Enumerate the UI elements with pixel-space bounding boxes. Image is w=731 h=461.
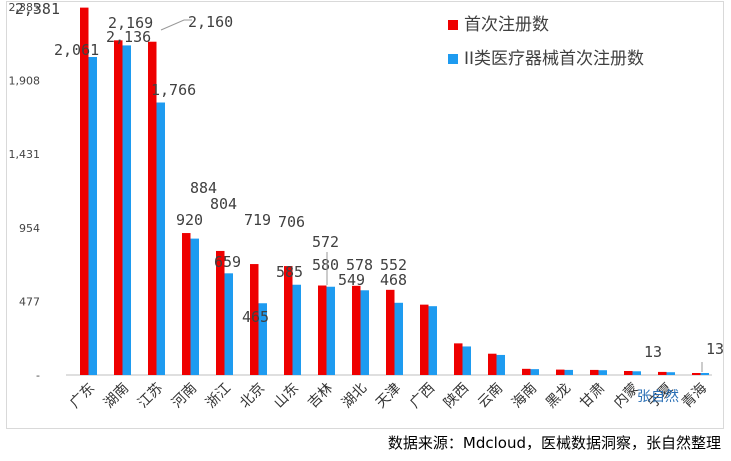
data-label: 2,136 xyxy=(106,28,151,46)
category-label: 广西 xyxy=(407,380,438,411)
category-label: 北京 xyxy=(237,380,268,411)
legend-swatch-first-reg xyxy=(448,20,458,30)
bar-14-class2-reg xyxy=(530,369,539,375)
bar-6-class2-reg xyxy=(258,303,267,375)
bar-19-class2-reg xyxy=(700,372,709,375)
category-label: 吉林 xyxy=(305,380,336,411)
data-label: 659 xyxy=(214,253,241,271)
category-label: 海南 xyxy=(509,380,540,411)
bar-15-class2-reg xyxy=(564,369,573,375)
data-label: 804 xyxy=(210,195,237,213)
bar-2-first-reg xyxy=(114,40,123,375)
bar-4-first-reg xyxy=(182,233,191,375)
data-label: 468 xyxy=(380,271,407,289)
source-note: 数据来源：Mdcloud，医械数据洞察，张自然整理 xyxy=(387,434,721,452)
bar-11-first-reg xyxy=(420,304,429,375)
bar-18-first-reg xyxy=(658,371,667,375)
category-label: 甘肃 xyxy=(577,380,608,411)
bar-15-first-reg xyxy=(556,369,565,375)
leader-line xyxy=(160,19,192,31)
bar-6-first-reg xyxy=(250,264,259,375)
y-tick-label: 954 xyxy=(19,222,40,235)
data-label: 578 xyxy=(346,256,373,274)
y-tick-label: 477 xyxy=(19,295,40,308)
bar-1-class2-reg xyxy=(88,56,97,375)
bar-7-class2-reg xyxy=(292,284,301,375)
bar-5-class2-reg xyxy=(224,273,233,375)
bar-16-class2-reg xyxy=(598,370,607,375)
data-label: 2,061 xyxy=(54,41,99,59)
category-label: 湖北 xyxy=(339,380,370,411)
category-label: 湖南 xyxy=(101,380,132,411)
data-label: 549 xyxy=(338,271,365,289)
watermark: 张自然 xyxy=(637,389,679,405)
chart-border xyxy=(6,1,724,429)
bar-8-class2-reg xyxy=(326,286,335,375)
bar-4-class2-reg xyxy=(190,238,199,375)
data-label: 920 xyxy=(176,211,203,229)
data-label: 1,766 xyxy=(151,81,196,99)
bar-5-first-reg xyxy=(216,250,225,375)
legend-label-class2-reg: II类医疗器械首次注册数 xyxy=(464,49,644,69)
bar-12-class2-reg xyxy=(462,346,471,375)
data-label: 2,169 xyxy=(108,14,153,32)
y-tick-label: 1,908 xyxy=(9,75,41,88)
bar-9-class2-reg xyxy=(360,290,369,375)
y-tick-label: 1,431 xyxy=(9,148,41,161)
y-tick-label: - xyxy=(36,369,40,382)
bar-2-class2-reg xyxy=(122,45,131,375)
category-label: 陕西 xyxy=(441,380,472,411)
data-label: 706 xyxy=(278,213,305,231)
bar-16-first-reg xyxy=(590,369,599,375)
bar-17-first-reg xyxy=(624,370,633,375)
category-label: 黑龙 xyxy=(543,380,574,411)
data-label: 465 xyxy=(242,308,269,326)
bar-17-class2-reg xyxy=(632,371,641,375)
data-label: 2,381 xyxy=(15,0,60,18)
bar-10-class2-reg xyxy=(394,302,403,375)
bar-19-first-reg xyxy=(692,372,701,375)
category-label: 云南 xyxy=(475,380,506,411)
bar-8-first-reg xyxy=(318,285,327,375)
category-label: 江苏 xyxy=(135,380,166,411)
data-label: 2,160 xyxy=(188,13,233,31)
data-label: 13 xyxy=(706,340,724,358)
y-tick-label: 2,385 xyxy=(9,1,41,14)
bar-7-first-reg xyxy=(284,266,293,375)
bar-14-first-reg xyxy=(522,368,531,375)
bar-3-first-reg xyxy=(148,41,157,375)
bar-11-class2-reg xyxy=(428,306,437,375)
bar-18-class2-reg xyxy=(666,372,675,375)
data-label: 719 xyxy=(244,211,271,229)
data-label: 884 xyxy=(190,179,217,197)
data-label: 572 xyxy=(312,233,339,251)
category-label: 天津 xyxy=(373,380,404,411)
data-label: 585 xyxy=(276,263,303,281)
bar-10-first-reg xyxy=(386,289,395,375)
category-label: 青海 xyxy=(679,380,710,411)
category-label: 广东 xyxy=(67,380,98,411)
data-label: 552 xyxy=(380,256,407,274)
bar-12-first-reg xyxy=(454,343,463,375)
data-label: 580 xyxy=(312,256,339,274)
legend-swatch-class2-reg xyxy=(448,54,458,64)
bar-3-class2-reg xyxy=(156,102,165,376)
data-label: 13 xyxy=(644,343,662,361)
bar-1-first-reg xyxy=(80,7,89,376)
bar-13-first-reg xyxy=(488,353,497,375)
legend-label-first-reg: 首次注册数 xyxy=(464,15,549,35)
category-label: 河南 xyxy=(169,380,200,411)
bar-13-class2-reg xyxy=(496,354,505,375)
category-label: 浙江 xyxy=(203,380,234,411)
bar-9-first-reg xyxy=(352,285,361,375)
category-label: 山东 xyxy=(271,380,302,411)
